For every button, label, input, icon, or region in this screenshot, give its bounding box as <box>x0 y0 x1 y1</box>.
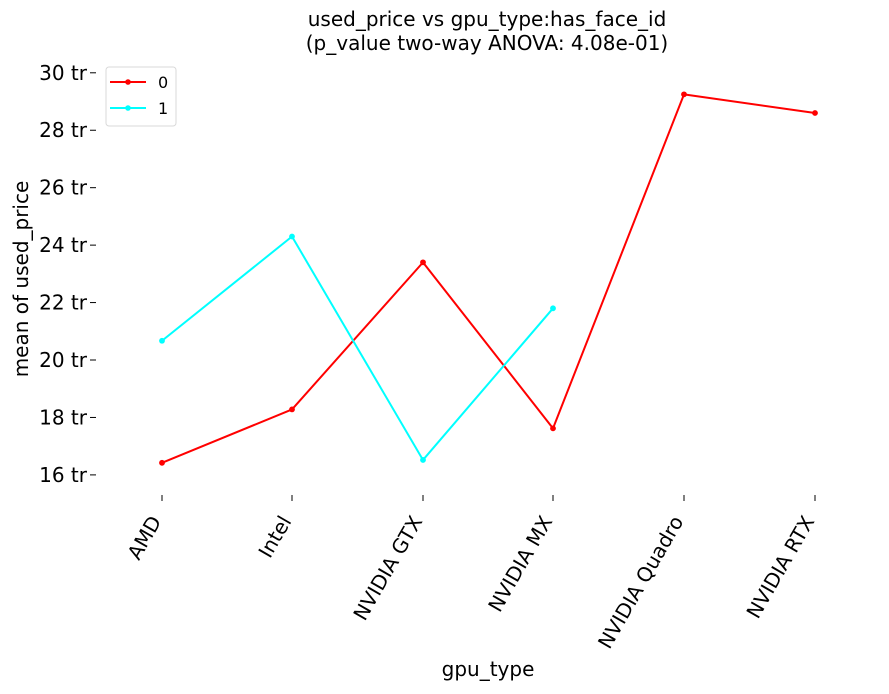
legend-marker-1 <box>125 105 131 111</box>
series-point-0-intel <box>289 406 295 413</box>
x-tick-label: NVIDIA Quadro <box>593 512 688 653</box>
series-point-0-nvidia-mx <box>550 425 556 432</box>
y-tick-label: 22 tr <box>39 291 88 315</box>
y-axis-title: mean of used_price <box>9 181 33 378</box>
x-tick-label: NVIDIA MX <box>483 511 557 616</box>
y-tick-label: 26 tr <box>39 176 88 200</box>
y-tick-label: 18 tr <box>39 405 88 429</box>
x-tick-label: NVIDIA RTX <box>741 511 819 622</box>
series-point-0-amd <box>159 459 165 466</box>
chart-title-line-1: used_price vs gpu_type:has_face_id <box>308 7 667 31</box>
y-tick-label: 30 tr <box>39 61 88 85</box>
series-point-1-amd <box>159 337 165 344</box>
legend-entry-0: 0 <box>110 73 168 92</box>
x-axis: AMD Intel NVIDIA GTX NVIDIA MX NVIDIA Quadro… <box>122 495 819 653</box>
x-axis-title: gpu_type <box>442 657 535 681</box>
series-point-0-nvidia-gtx <box>420 259 426 266</box>
x-tick-label: AMD <box>122 512 166 564</box>
series-point-1-nvidia-gtx <box>420 457 426 463</box>
x-tick-label: NVIDIA GTX <box>348 511 427 624</box>
series-point-1-nvidia-mx <box>550 305 556 312</box>
series-point-0-nvidia-quadro <box>681 91 687 98</box>
series-line-0 <box>161 93 816 464</box>
chart-title-line-2: (p_value two-way ANOVA: 4.08e-01) <box>306 31 668 55</box>
legend-label-0: 0 <box>158 73 168 92</box>
y-tick-label: 16 tr <box>39 463 88 487</box>
series-point-1-intel <box>289 233 295 240</box>
legend-marker-0 <box>125 79 131 85</box>
y-axis: 16 tr 18 tr 20 tr 22 tr 24 tr 26 tr 28 tr 30 tr <box>39 61 96 487</box>
y-tick-label: 28 tr <box>39 118 88 142</box>
series-layer <box>159 91 818 466</box>
x-tick-label: Intel <box>253 512 296 562</box>
legend-entry-1: 1 <box>110 99 168 118</box>
y-tick-label: 20 tr <box>39 348 88 372</box>
series-point-0-nvidia-rtx <box>812 110 818 116</box>
chart-title: used_price vs gpu_type:has_face_id (p_va… <box>306 7 668 55</box>
legend-label-1: 1 <box>158 99 168 118</box>
legend: 0 1 <box>105 66 177 127</box>
series-line-1 <box>161 235 554 461</box>
y-tick-label: 24 tr <box>39 233 88 257</box>
